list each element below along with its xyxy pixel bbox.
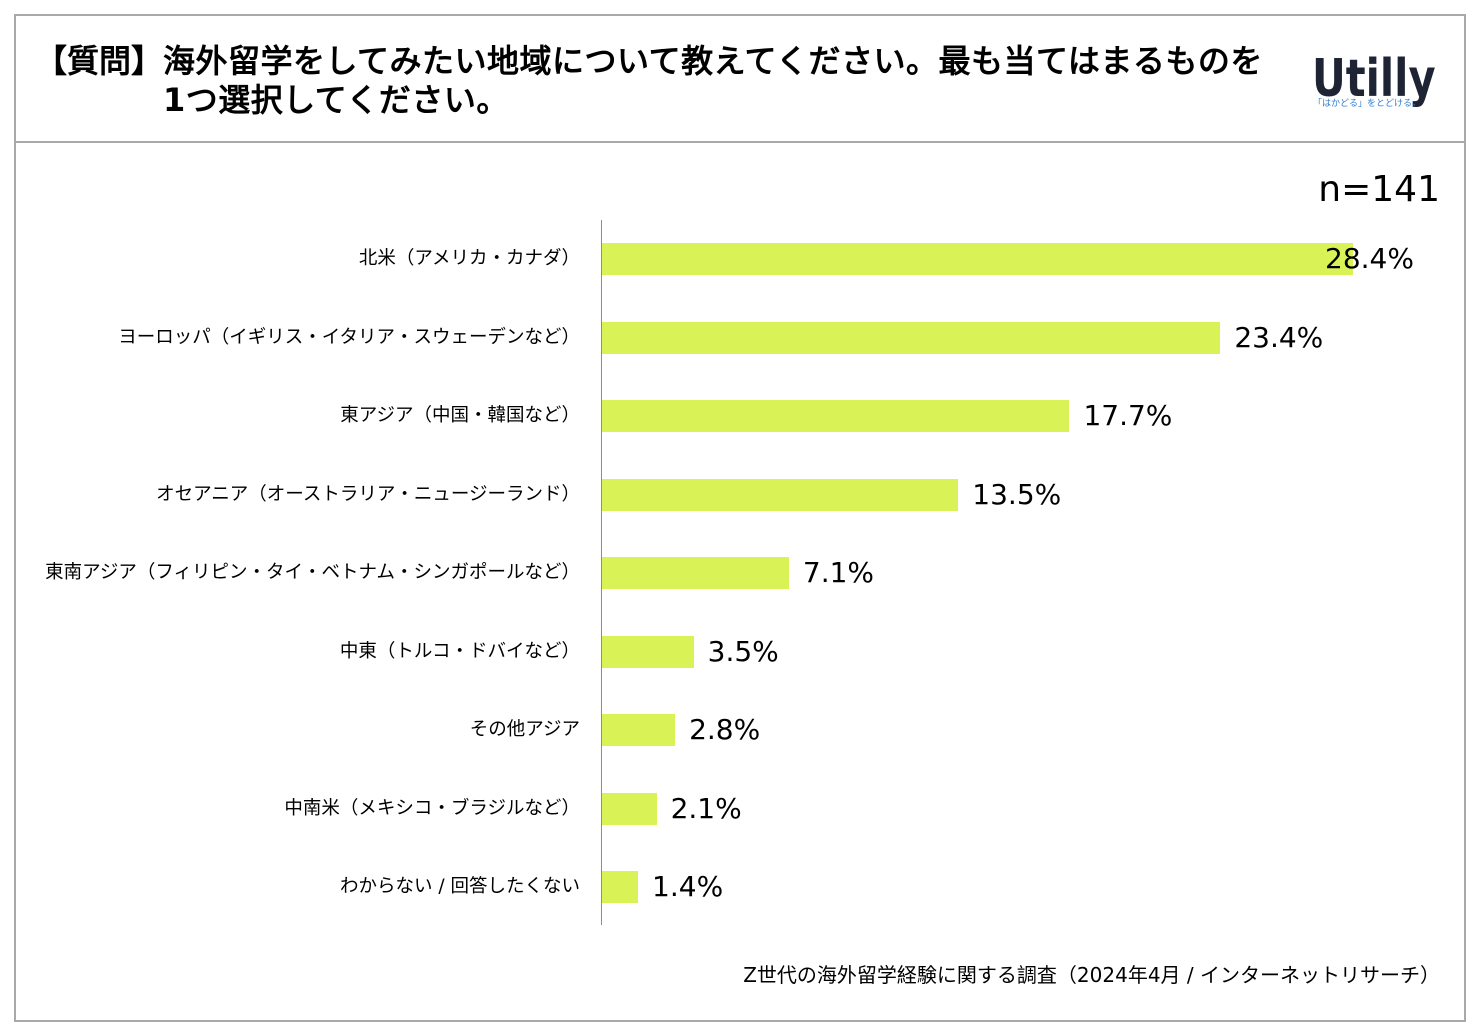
category-label: わからない / 回答したくない — [340, 876, 580, 897]
sample-size: n=141 — [1318, 169, 1440, 210]
survey-source-note: Z世代の海外留学経験に関する調査（2024年4月 / インターネットリサーチ） — [743, 963, 1440, 987]
data-label: 13.5% — [972, 477, 1062, 511]
data-label: 7.1% — [802, 556, 875, 589]
data-label: 1.4% — [652, 870, 724, 903]
question-line-1: 海外留学をしてみたい地域について教えてください。最も当てはまるものを — [163, 42, 1263, 80]
category-label: 中南米（メキシコ・ブラジルなど） — [284, 797, 580, 819]
data-label: 2.8% — [689, 713, 761, 746]
category-label: オセアニア（オーストラリア・ニュージーランド） — [156, 483, 580, 505]
category-label: 中東（トルコ・ドバイなど） — [339, 640, 580, 662]
question-title: 海外留学をしてみたい地域について教えてください。最も当てはまるものを 1つ選択し… — [163, 42, 1263, 120]
logo-wordmark: Utilly — [1312, 49, 1436, 109]
category-axis-line — [601, 220, 602, 925]
data-label: 2.1% — [670, 791, 742, 825]
utilly-logo: Utilly 「はかどる」をとどける。 — [1312, 48, 1442, 114]
bar — [601, 557, 789, 589]
header-divider — [14, 141, 1466, 143]
bar — [601, 400, 1070, 432]
data-label: 28.4% — [1325, 242, 1414, 275]
data-label: 23.4% — [1234, 320, 1324, 354]
category-label: 東アジア（中国・韓国など） — [340, 405, 580, 426]
question-line-2: 1つ選択してください。 — [163, 81, 509, 119]
horizontal-bar-chart: 北米（アメリカ・カナダ） 28.4% ヨーロッパ（イギリス・イタリア・スウェーデンな… — [20, 150, 1460, 950]
category-label: 東南アジア（フィリピン・タイ・ベトナム・シンガポールなど） — [45, 562, 580, 583]
bar — [601, 243, 1353, 275]
bar — [601, 792, 657, 825]
bar — [601, 714, 676, 746]
category-label: 北米（アメリカ・カナダ） — [358, 248, 580, 269]
category-label: その他アジア — [469, 719, 580, 740]
bar — [601, 478, 959, 511]
chart-frame — [14, 14, 1466, 1022]
bar — [601, 871, 639, 903]
bar — [601, 635, 694, 668]
bar — [601, 321, 1221, 354]
data-label: 17.7% — [1083, 399, 1173, 432]
question-prefix: 【質問】 — [34, 42, 163, 80]
data-label: 3.5% — [707, 634, 779, 668]
category-label: ヨーロッパ（イギリス・イタリア・スウェーデンなど） — [118, 326, 580, 348]
logo-tagline: 「はかどる」をとどける。 — [1313, 99, 1422, 109]
